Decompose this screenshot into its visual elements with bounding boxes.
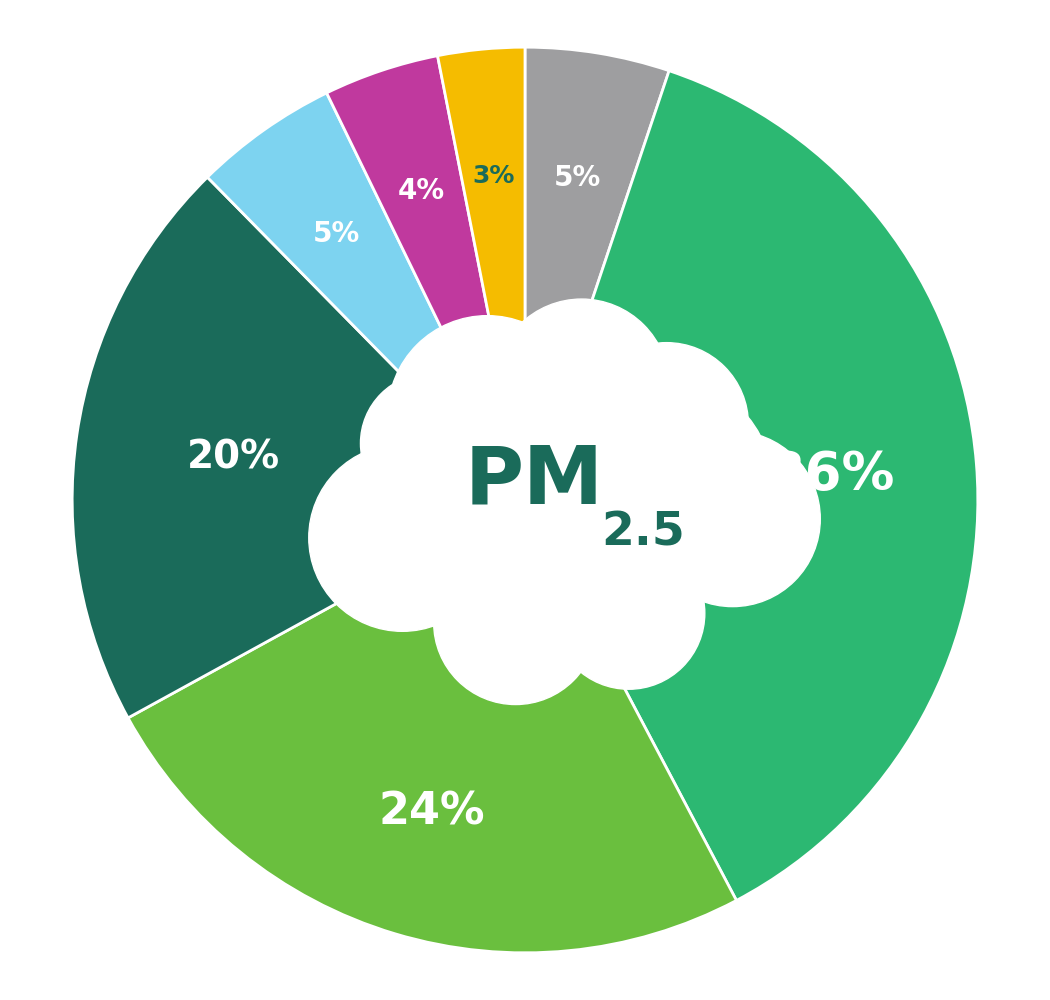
- Wedge shape: [72, 177, 525, 718]
- Circle shape: [645, 431, 820, 607]
- Text: PM: PM: [465, 442, 604, 520]
- Circle shape: [399, 336, 727, 664]
- Circle shape: [585, 343, 749, 506]
- Circle shape: [387, 316, 587, 515]
- Circle shape: [552, 537, 705, 689]
- Circle shape: [434, 541, 597, 705]
- Text: 20%: 20%: [187, 438, 280, 476]
- Wedge shape: [525, 47, 669, 500]
- Wedge shape: [128, 500, 736, 953]
- Wedge shape: [438, 47, 525, 500]
- Text: 36%: 36%: [769, 449, 895, 501]
- Circle shape: [360, 373, 501, 514]
- Text: 3%: 3%: [472, 164, 514, 188]
- Text: 24%: 24%: [378, 791, 484, 834]
- Circle shape: [309, 444, 496, 631]
- Wedge shape: [208, 93, 525, 500]
- Text: 5%: 5%: [554, 164, 602, 192]
- Circle shape: [540, 374, 774, 608]
- Text: 5%: 5%: [313, 220, 360, 248]
- Text: 2.5: 2.5: [601, 511, 685, 556]
- Circle shape: [494, 299, 669, 475]
- Text: 4%: 4%: [398, 177, 445, 205]
- Wedge shape: [525, 71, 978, 900]
- Circle shape: [361, 392, 594, 626]
- Wedge shape: [327, 56, 525, 500]
